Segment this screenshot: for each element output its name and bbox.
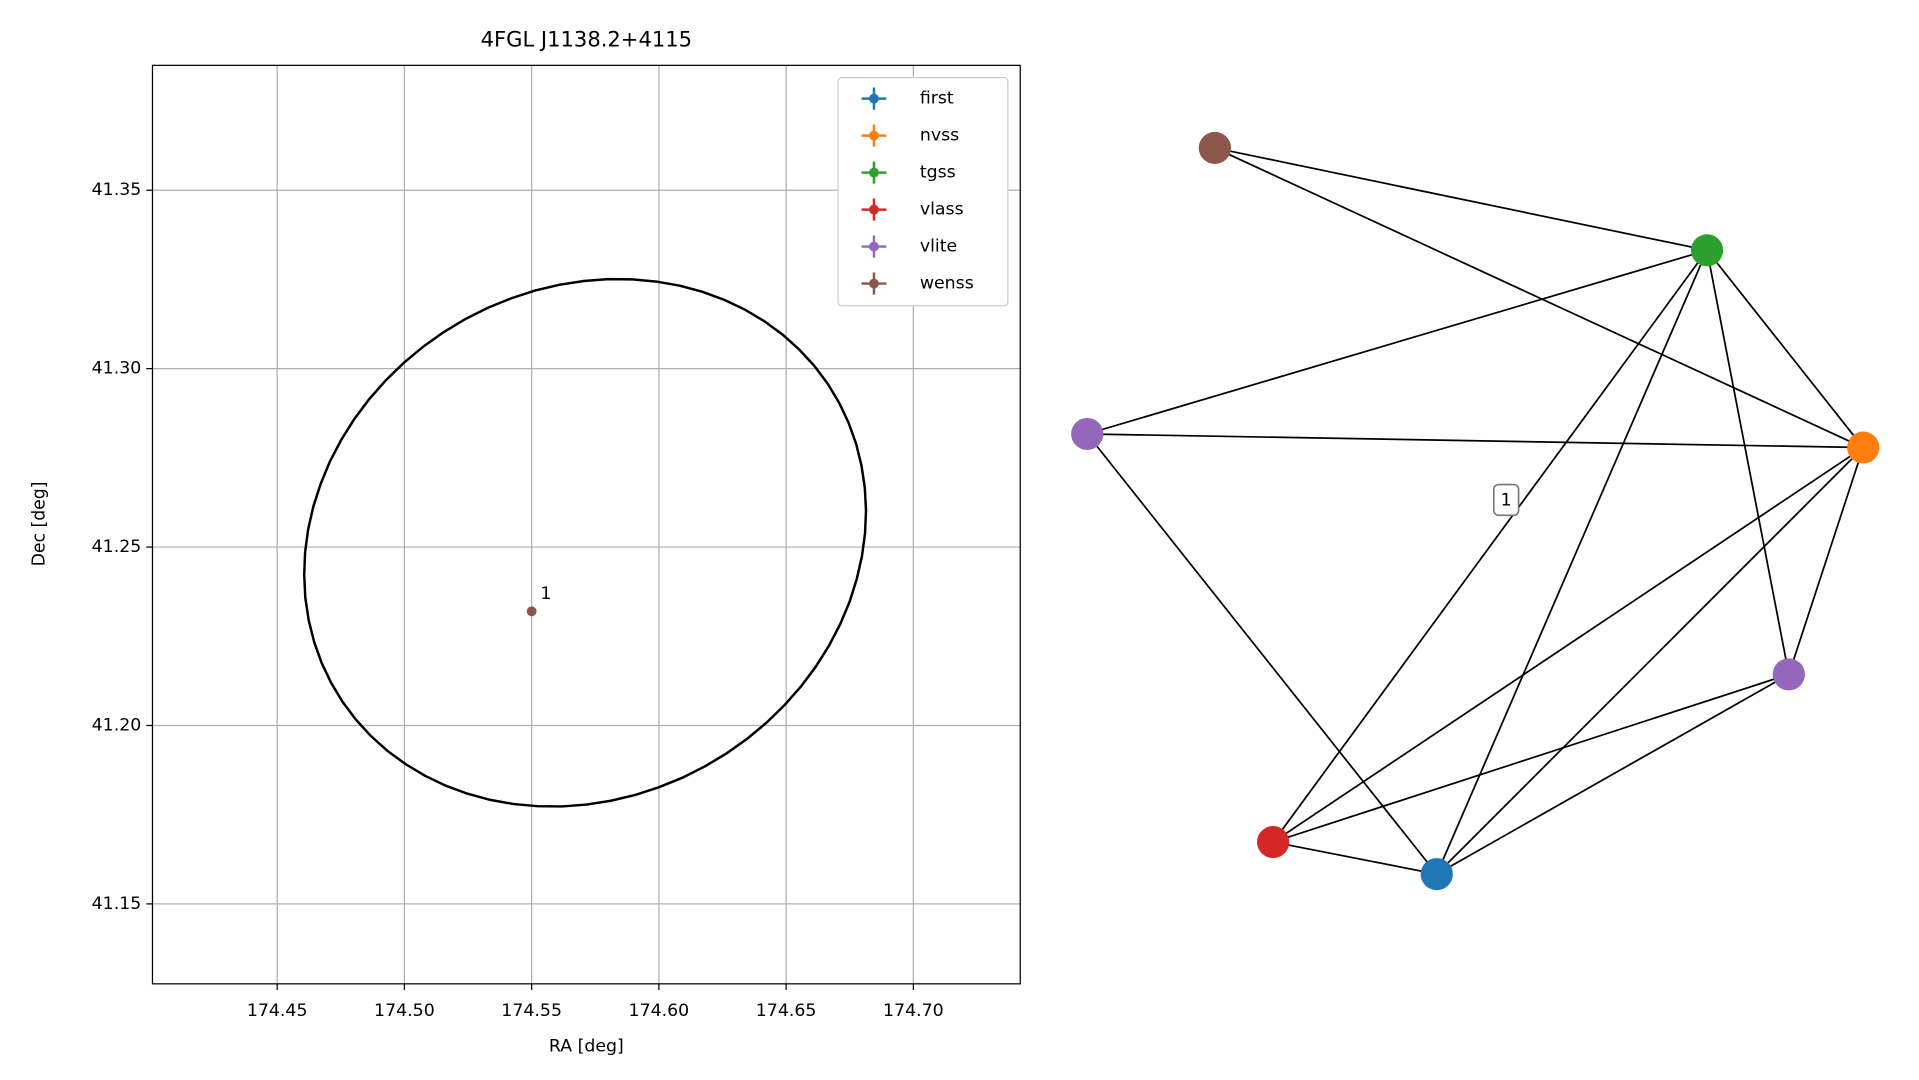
legend-label: first <box>920 89 954 109</box>
edge <box>1086 433 1438 875</box>
legend-label: vlite <box>920 237 957 257</box>
y-tick-label: 41.35 <box>92 180 142 200</box>
point-label: 1 <box>540 584 551 604</box>
y-tick-label: 41.30 <box>92 359 142 379</box>
edge <box>1706 250 1790 675</box>
y-tick-label: 41.15 <box>92 894 142 914</box>
y-tick-label: 41.25 <box>92 537 142 557</box>
node <box>1071 417 1104 450</box>
node <box>1420 858 1453 891</box>
data-point <box>526 606 537 617</box>
edge <box>1214 147 1708 252</box>
legend-label: wenss <box>920 274 974 294</box>
edge <box>1272 249 1708 843</box>
edge <box>1436 446 1864 875</box>
legend-marker <box>869 241 879 252</box>
edge <box>1087 433 1864 449</box>
legend-marker <box>869 167 879 178</box>
legend-box <box>837 77 1009 307</box>
plot-frame <box>151 64 1021 985</box>
x-tick-label: 174.60 <box>629 1001 690 1021</box>
legend-label: nvss <box>920 126 959 146</box>
edge <box>1214 147 1864 449</box>
edge <box>1788 447 1865 675</box>
x-tick-label: 174.50 <box>374 1001 435 1021</box>
node <box>1847 431 1880 464</box>
chart-title: 4FGL J1138.2+4115 <box>481 27 692 52</box>
x-tick-label: 174.55 <box>501 1001 562 1021</box>
node <box>1772 658 1805 691</box>
legend-marker <box>869 204 879 215</box>
x-axis-label: RA [deg] <box>549 1037 624 1057</box>
legend-label: tgss <box>920 163 956 183</box>
y-axis-label: Dec [deg] <box>30 482 50 567</box>
x-tick-label: 174.65 <box>756 1001 817 1021</box>
edge <box>1706 249 1864 449</box>
x-tick-label: 174.70 <box>883 1001 944 1021</box>
annotation: 1 <box>1501 491 1512 511</box>
annotation-box <box>1492 483 1520 517</box>
edge <box>1272 673 1790 843</box>
edge <box>1272 841 1437 875</box>
edge <box>1435 249 1708 875</box>
ellipse <box>302 277 868 808</box>
node <box>1257 826 1290 859</box>
edge <box>1436 673 1790 875</box>
node <box>1690 234 1724 267</box>
legend-marker <box>869 278 879 289</box>
node <box>1198 131 1231 164</box>
edge <box>1086 249 1708 435</box>
edge <box>1272 446 1864 843</box>
legend-label: vlass <box>920 200 964 220</box>
x-tick-label: 174.45 <box>247 1001 308 1021</box>
legend-marker <box>869 93 879 104</box>
y-tick-label: 41.20 <box>92 716 142 736</box>
legend-marker <box>869 130 879 141</box>
